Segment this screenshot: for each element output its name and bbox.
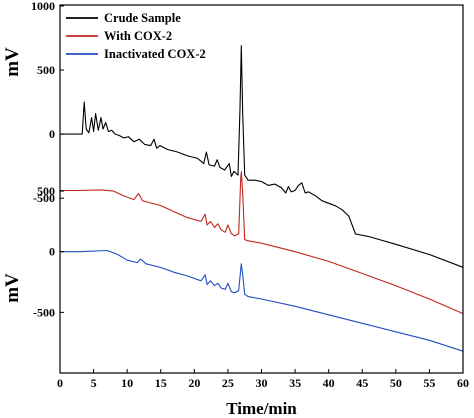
x-tick-label: 20 <box>188 376 200 390</box>
y-tick-label: -500 <box>33 191 55 205</box>
y-tick-label: 500 <box>37 184 55 198</box>
y-tick-label: 0 <box>49 127 55 141</box>
x-tick-label: 35 <box>289 376 301 390</box>
series-layer <box>60 45 464 352</box>
x-tick-label: 55 <box>423 376 435 390</box>
x-tick-label: 60 <box>457 376 469 390</box>
series-line-inactivated-cox-2 <box>60 249 464 352</box>
x-tick-label: 25 <box>222 376 234 390</box>
x-tick-label: 0 <box>57 376 63 390</box>
x-tick-label: 45 <box>356 376 368 390</box>
x-tick-label: 30 <box>256 376 268 390</box>
legend-label-inactivated-cox-2: Inactivated COX-2 <box>104 47 206 61</box>
y-axis-label: mV <box>2 47 23 77</box>
x-tick-label: 40 <box>323 376 335 390</box>
x-tick-label: 50 <box>390 376 402 390</box>
y-tick-label: -500 <box>33 305 55 319</box>
legend-label-with-cox-2: With COX-2 <box>104 29 172 43</box>
x-tick-label: 10 <box>121 376 133 390</box>
y-tick-label: 1000 <box>31 0 55 13</box>
y-tick-label: 500 <box>37 63 55 77</box>
legend-label-crude-sample: Crude Sample <box>104 11 181 25</box>
y-axis-label: mV <box>2 273 23 303</box>
series-line-crude-sample <box>60 45 464 268</box>
series-line-with-cox-2 <box>60 171 464 315</box>
y-tick-label: 0 <box>49 245 55 259</box>
x-axis-label: Time/min <box>226 399 297 418</box>
x-tick-label: 5 <box>91 376 97 390</box>
x-tick-label: 15 <box>155 376 167 390</box>
legend: Crude Sample With COX-2 Inactivated COX-2 <box>66 11 206 61</box>
